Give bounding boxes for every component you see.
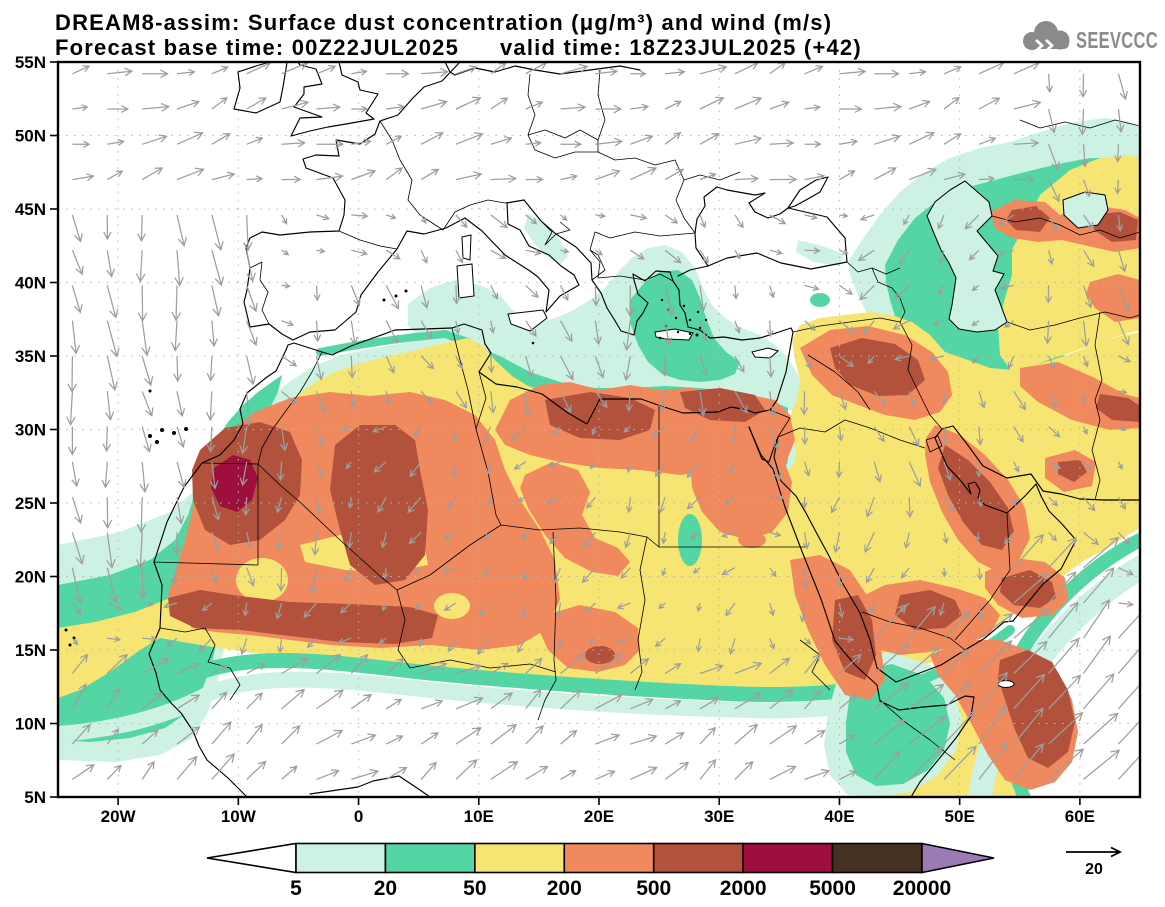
lat-tick-label: 25N (15, 494, 46, 513)
lon-tick-label: 10E (464, 807, 494, 826)
lon-tick-label: 50E (945, 807, 975, 826)
legend-bin (563, 842, 655, 874)
legend-bin-label: 200 (547, 877, 582, 900)
seevccc-logo: SEEVCCC (1023, 21, 1158, 53)
legend-bin (831, 842, 923, 874)
lat-tick-label: 40N (15, 274, 46, 293)
legend-bin-label: 50 (463, 877, 486, 900)
lon-tick-label: 10W (221, 807, 257, 826)
legend-bin-label: 2000 (720, 877, 767, 900)
legend-bin (295, 842, 387, 874)
islands (64, 234, 1015, 688)
lat-tick-label: 50N (15, 127, 46, 146)
lat-tick-label: 55N (15, 53, 46, 72)
legend-bin (742, 842, 834, 874)
legend-above-arrow (921, 842, 995, 874)
lat-tick-label: 10N (15, 715, 46, 734)
wind-reference-scale: 20 (1066, 846, 1123, 878)
legend-bin (384, 842, 476, 874)
lon-tick-label: 40E (824, 807, 854, 826)
legend-bin-label: 20000 (893, 877, 951, 900)
legend-bin (652, 842, 744, 874)
wind-reference-arrow (1066, 846, 1123, 858)
forecast-base-time: Forecast base time: 00Z22JUL2025 (55, 35, 459, 60)
lon-tick-label: 20W (101, 807, 137, 826)
legend-bin-label: 500 (636, 877, 671, 900)
wind-arrow-field (66, 62, 1140, 780)
lat-tick-label: 5N (24, 788, 46, 807)
legend-bin-label: 5000 (809, 877, 856, 900)
lat-tick-label: 45N (15, 200, 46, 219)
lon-tick-label: 60E (1065, 807, 1095, 826)
color-scale-legend: 5 20 50 200 500 2000 5000 20000 (206, 842, 995, 900)
logo-text: SEEVCCC (1076, 27, 1158, 53)
lon-tick-label: 20E (584, 807, 614, 826)
legend-below-arrow (206, 842, 297, 874)
axes: 55N 50N 45N 40N 35N 30N 25N 20N 15N 10N 5N 20W 10W 0 1… (15, 53, 1095, 826)
small-islands (64, 289, 708, 647)
plot-title: DREAM8-assim: Surface dust concentration… (55, 10, 832, 35)
valid-time: valid time: 18Z23JUL2025 (+42) (500, 35, 862, 60)
cloud-icon (1023, 21, 1070, 53)
lon-tick-label: 30E (704, 807, 734, 826)
wind-reference-label: 20 (1085, 861, 1103, 878)
lat-tick-label: 30N (15, 421, 46, 440)
lat-tick-label: 15N (15, 641, 46, 660)
legend-bin-label: 20 (374, 877, 397, 900)
dust-concentration-layer (58, 118, 1140, 797)
lakes (926, 180, 1109, 333)
lat-tick-label: 35N (15, 347, 46, 366)
lat-tick-label: 20N (15, 568, 46, 587)
lon-tick-label: 0 (354, 807, 363, 826)
caspian-sea (926, 180, 1008, 333)
legend-bin-label: 5 (290, 877, 302, 900)
wind-arrows (66, 62, 1140, 780)
graticule (58, 62, 1140, 797)
legend-bin (474, 842, 566, 874)
grid-lines (58, 62, 1140, 797)
